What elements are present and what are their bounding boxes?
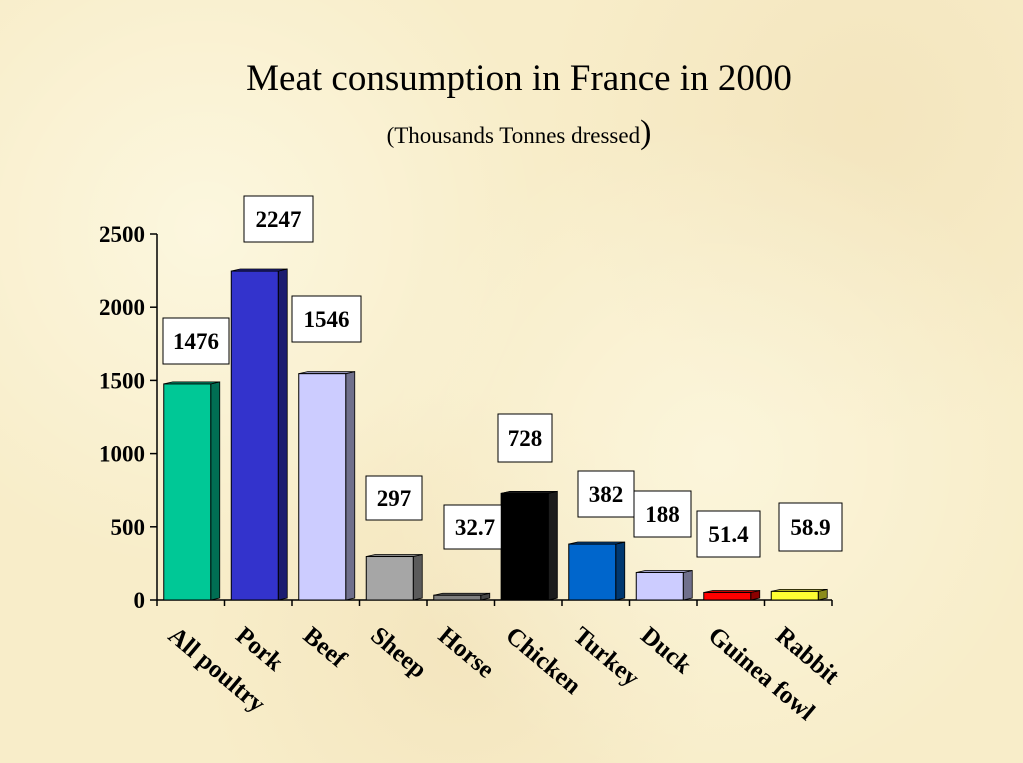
bar-rabbit	[770, 588, 828, 601]
data-label: 1546	[291, 295, 362, 343]
data-label: 728	[497, 413, 553, 463]
data-label: 382	[577, 470, 635, 518]
data-label: 51.4	[696, 510, 761, 558]
chart-subtitle-paren: )	[640, 114, 651, 151]
x-tick-label: Pork	[230, 622, 288, 677]
data-label-box	[633, 490, 692, 538]
bar-all-poultry	[163, 381, 221, 601]
data-label-box	[696, 510, 761, 558]
bar-side	[345, 371, 356, 601]
bar-front	[163, 383, 212, 601]
data-label: 188	[633, 490, 692, 538]
data-label-box	[778, 502, 843, 552]
bar-side	[615, 541, 626, 601]
bar-front	[230, 270, 279, 601]
y-tick-label: 500	[111, 515, 146, 540]
bar-front	[365, 556, 414, 601]
y-tick-label: 1500	[99, 368, 145, 393]
data-label: 2247	[243, 195, 314, 243]
bar-side	[547, 490, 558, 601]
data-label: 58.9	[778, 502, 843, 552]
data-labels: 1476 2247 1546 297 32.7 382 188 51.4 58.9	[162, 195, 843, 558]
bar-guinea-fowl	[703, 589, 761, 601]
x-tick-label: Horse	[433, 622, 499, 684]
data-label-text: 382	[589, 482, 624, 507]
x-tick-label: Chicken	[500, 622, 586, 700]
bar-pork	[230, 268, 288, 601]
data-label-box	[497, 413, 553, 463]
data-label-box	[291, 295, 362, 343]
bar-side	[412, 554, 423, 601]
bar-front	[568, 543, 617, 601]
data-label-text: 32.7	[455, 515, 495, 540]
data-label-box	[162, 317, 230, 365]
y-tick-label: 2500	[99, 222, 145, 247]
x-tick-label: Beef	[298, 622, 352, 673]
data-label-text: 51.4	[708, 522, 749, 547]
bar-front	[770, 590, 819, 601]
bar-chicken	[500, 490, 558, 601]
bar-front	[500, 492, 549, 601]
x-tick-label: Sheep	[365, 622, 431, 684]
bar-front	[433, 594, 482, 601]
data-label: 297	[365, 475, 423, 521]
y-tick-label: 2000	[99, 295, 145, 320]
chart-subtitle: (Thousands Tonnes dressed)	[387, 114, 652, 151]
data-label: 1476	[162, 317, 230, 365]
bar-duck	[635, 569, 693, 601]
chart-subtitle-text: (Thousands Tonnes dressed	[387, 123, 641, 148]
data-label-text: 2247	[256, 207, 302, 232]
data-label-text: 297	[377, 486, 412, 511]
bar-front	[703, 591, 752, 601]
data-label-text: 1546	[304, 307, 350, 332]
bar-side	[682, 569, 693, 601]
chart-title: Meat consumption in France in 2000	[246, 58, 792, 99]
data-label-box	[243, 195, 314, 243]
y-tick-label: 0	[134, 588, 146, 613]
data-label-box	[577, 470, 635, 518]
data-label-box	[365, 475, 423, 521]
data-label-text: 728	[508, 426, 543, 451]
data-label-text: 188	[645, 502, 680, 527]
bar-sheep	[365, 554, 423, 601]
y-tick-label: 1000	[99, 442, 145, 467]
bar-side	[210, 381, 221, 601]
data-label-text: 1476	[173, 329, 219, 354]
bar-turkey	[568, 541, 626, 601]
bar-front	[298, 373, 347, 601]
data-label-text: 58.9	[790, 515, 830, 540]
bar-side	[277, 268, 288, 601]
bar-front	[635, 571, 684, 601]
bar-beef	[298, 371, 356, 601]
bar-horse	[433, 592, 491, 601]
data-label: 32.7	[443, 504, 507, 550]
